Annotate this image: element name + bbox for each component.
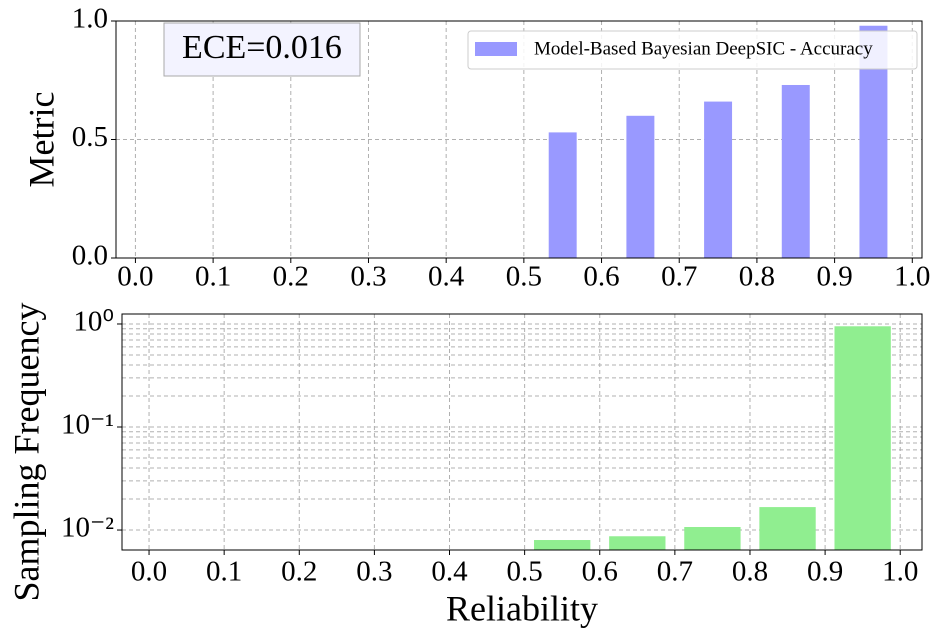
x-tick-label: 0.6 bbox=[582, 556, 618, 588]
x-tick-label: 0.4 bbox=[428, 261, 465, 293]
y-axis-title: Sampling Frequency bbox=[6, 303, 46, 602]
x-tick-label: 0.8 bbox=[739, 261, 775, 293]
bar bbox=[704, 101, 733, 258]
x-tick-label: 1.0 bbox=[894, 261, 930, 293]
y-tick-label: 0.0 bbox=[72, 240, 108, 272]
annotation: ECE=0.016 bbox=[182, 29, 342, 66]
x-tick-label: 0.1 bbox=[195, 261, 231, 293]
legend-swatch bbox=[475, 42, 517, 56]
bar bbox=[781, 84, 810, 258]
x-tick-label: 0.2 bbox=[273, 261, 309, 293]
x-tick-label: 0.2 bbox=[281, 556, 317, 588]
x-tick-label: 0.6 bbox=[583, 261, 619, 293]
x-tick-label: 0.5 bbox=[507, 556, 543, 588]
bar bbox=[534, 540, 591, 550]
plot-frame bbox=[121, 313, 923, 551]
x-tick-label: 0.9 bbox=[807, 556, 843, 588]
x-tick-label: 1.0 bbox=[882, 556, 918, 588]
bar bbox=[759, 507, 816, 550]
y-tick-label: 0.5 bbox=[72, 121, 108, 153]
x-tick-label: 0.5 bbox=[506, 261, 542, 293]
y-tick-label: 10⁻¹ bbox=[61, 409, 114, 441]
x-tick-label: 0.1 bbox=[206, 556, 242, 588]
annotation-box bbox=[163, 22, 361, 77]
x-tick-label: 0.7 bbox=[661, 261, 697, 293]
bar bbox=[684, 527, 741, 550]
y-tick-label: 10⁻² bbox=[61, 512, 114, 544]
x-tick-label: 0.3 bbox=[350, 261, 386, 293]
x-tick-label: 0.8 bbox=[732, 556, 768, 588]
y-tick-label: 1.0 bbox=[72, 3, 108, 35]
legend-label: Model-Based Bayesian DeepSIC - Accuracy bbox=[534, 38, 873, 59]
x-tick-label: 0.9 bbox=[816, 261, 852, 293]
y-axis-title: Metric bbox=[21, 92, 61, 188]
bar bbox=[626, 115, 655, 258]
bar bbox=[548, 132, 577, 258]
x-tick-label: 0.3 bbox=[356, 556, 392, 588]
x-tick-label: 0.7 bbox=[657, 556, 693, 588]
bar bbox=[834, 326, 891, 550]
x-axis-title: Reliability bbox=[446, 588, 598, 628]
legend-box bbox=[467, 30, 918, 70]
x-tick-label: 0.4 bbox=[431, 556, 468, 588]
x-tick-label: 0.0 bbox=[131, 556, 167, 588]
bar bbox=[609, 536, 666, 550]
y-tick-label: 10⁰ bbox=[73, 306, 114, 338]
x-tick-label: 0.0 bbox=[117, 261, 153, 293]
